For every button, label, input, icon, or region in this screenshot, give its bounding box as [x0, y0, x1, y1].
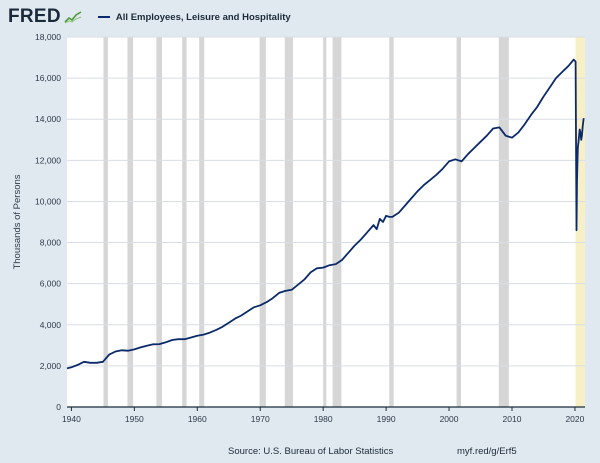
- recession-band: [103, 37, 108, 407]
- recession-band: [284, 37, 293, 407]
- y-tick-label: 8,000: [40, 238, 62, 248]
- y-tick-label: 14,000: [35, 114, 61, 124]
- chart-header: FRED All Employees, Leisure and Hospital…: [8, 6, 291, 28]
- recession-band: [127, 37, 134, 407]
- short-link[interactable]: myf.red/g/Erf5: [457, 446, 517, 457]
- recession-band: [199, 37, 205, 407]
- recession-band: [182, 37, 187, 407]
- series-line: [66, 58, 585, 370]
- recession-band: [389, 37, 394, 407]
- y-tick-label: 12,000: [35, 155, 61, 165]
- y-axis-label: Thousands of Persons: [12, 174, 23, 269]
- recession-band: [156, 37, 163, 407]
- x-tick-label: 1990: [377, 414, 396, 424]
- y-tick-label: 18,000: [35, 32, 61, 42]
- y-tick-label: 16,000: [35, 73, 61, 83]
- legend: All Employees, Leisure and Hospitality: [97, 11, 291, 23]
- fred-chart-icon: [63, 10, 82, 24]
- x-tick-label: 2010: [503, 414, 522, 424]
- recession-band: [259, 37, 266, 407]
- x-tick-label: 1960: [188, 414, 207, 424]
- x-tick-label: 2020: [565, 414, 584, 424]
- y-tick-label: 10,000: [35, 196, 61, 206]
- recession-band: [323, 37, 327, 407]
- fred-logo[interactable]: FRED: [8, 6, 61, 27]
- recession-band: [332, 37, 342, 407]
- x-tick-label: 1970: [251, 414, 270, 424]
- highlight-band: [575, 37, 585, 407]
- recession-band: [498, 37, 509, 407]
- legend-swatch: [97, 16, 110, 18]
- y-tick-label: 6,000: [40, 279, 62, 289]
- x-tick-label: 1940: [62, 414, 81, 424]
- x-tick-label: 2000: [440, 414, 459, 424]
- x-tick-label: 1980: [314, 414, 333, 424]
- y-tick-label: 2,000: [40, 361, 62, 371]
- source-note: Source: U.S. Bureau of Labor Statistics: [228, 446, 394, 457]
- x-tick-label: 1950: [125, 414, 144, 424]
- y-tick-label: 4,000: [40, 320, 62, 330]
- recession-band: [456, 37, 462, 407]
- y-tick-label: 0: [56, 402, 61, 412]
- legend-label: All Employees, Leisure and Hospitality: [115, 11, 291, 23]
